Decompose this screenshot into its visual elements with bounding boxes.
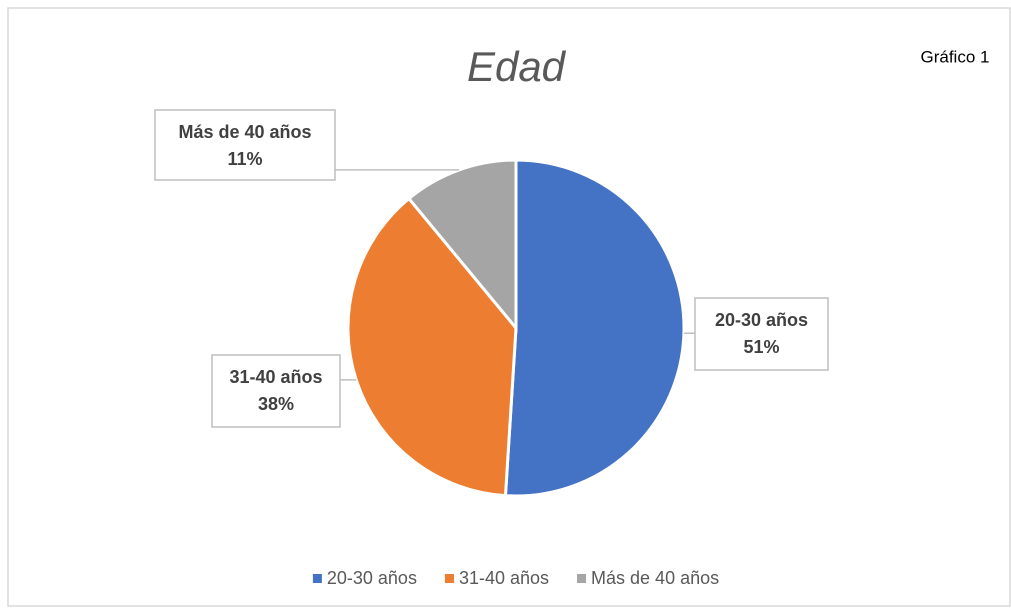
legend-label: 31-40 años: [459, 568, 549, 588]
pie-slice: [406, 158, 518, 333]
data-label-name: 31-40 años: [229, 367, 322, 387]
data-label-value: 51%: [743, 337, 779, 357]
legend-marker: [444, 574, 454, 583]
data-label-value: 11%: [227, 149, 262, 169]
label-box: [154, 109, 336, 181]
legend-marker: [312, 574, 322, 583]
chart-title: Edad: [467, 43, 567, 90]
data-label-value: 38%: [258, 394, 294, 414]
annotation: Gráfico 1: [921, 47, 990, 66]
pie-slice: [346, 196, 518, 498]
label-box: [694, 297, 829, 371]
legend-label: 20-30 años: [327, 568, 417, 588]
legend-label: Más de 40 años: [591, 568, 719, 588]
label-box: [211, 354, 341, 428]
data-label-name: 20-30 años: [715, 310, 808, 330]
data-label-name: Más de 40 años: [178, 122, 311, 142]
legend-marker: [577, 574, 587, 583]
